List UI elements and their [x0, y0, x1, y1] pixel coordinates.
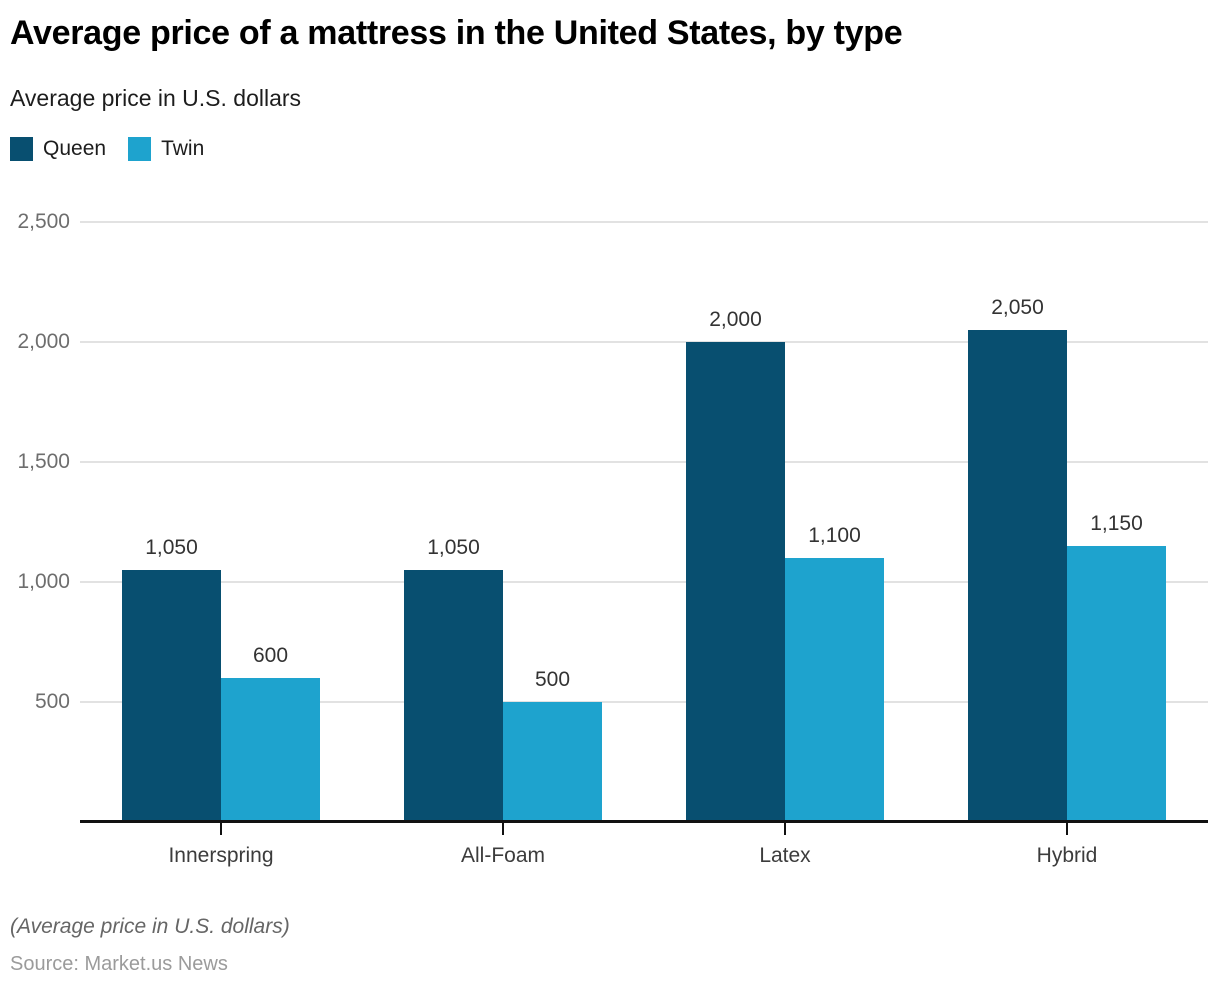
bar-queen-hybrid — [968, 330, 1067, 822]
x-axis-label: All-Foam — [460, 844, 545, 867]
x-axis-tick — [784, 823, 786, 835]
bar-queen-all-foam — [404, 570, 503, 822]
x-axis-label: Latex — [759, 844, 811, 867]
legend-swatch-queen — [10, 137, 33, 161]
y-axis-label: 500 — [34, 690, 70, 713]
gridline — [80, 701, 1208, 703]
bar-queen-innerspring — [122, 570, 221, 822]
x-axis-tick — [220, 823, 222, 835]
y-axis-label: 2,000 — [17, 330, 70, 353]
bar-value-label: 500 — [534, 668, 571, 691]
y-axis-label: 1,000 — [17, 570, 70, 593]
bar-value-label: 1,150 — [1090, 512, 1143, 535]
y-axis-label: 1,500 — [17, 450, 70, 473]
gridline — [80, 221, 1208, 223]
y-axis-label: 2,500 — [17, 210, 70, 233]
gridline — [80, 581, 1208, 583]
chart-subtitle: Average price in U.S. dollars — [10, 85, 302, 111]
bar-twin-latex — [785, 558, 884, 822]
bar-value-label: 2,050 — [991, 296, 1044, 319]
bar-value-label: 1,050 — [427, 536, 480, 559]
legend-swatch-twin — [128, 137, 152, 161]
legend-label-twin: Twin — [161, 137, 205, 160]
x-axis-label: Innerspring — [168, 844, 274, 867]
bar-twin-all-foam — [503, 702, 602, 822]
bar-value-label: 1,100 — [808, 524, 861, 547]
bar-twin-innerspring — [221, 678, 320, 822]
legend-label-queen: Queen — [43, 137, 107, 160]
source-line: Source: Market.us News — [10, 953, 228, 975]
x-axis-tick — [502, 823, 504, 835]
x-axis-line — [80, 820, 1208, 823]
bar-value-label: 1,050 — [145, 536, 198, 559]
chart-title: Average price of a mattress in the Unite… — [10, 14, 903, 52]
bar-queen-latex — [686, 342, 785, 822]
bar-value-label: 2,000 — [709, 308, 762, 331]
gridline — [80, 461, 1208, 463]
bar-twin-hybrid — [1067, 546, 1166, 822]
x-axis-label: Hybrid — [1036, 844, 1098, 867]
bar-value-label: 600 — [252, 644, 289, 667]
legend-item-queen: Queen — [10, 137, 106, 161]
gridline — [80, 341, 1208, 343]
legend-item-twin: Twin — [128, 137, 204, 161]
x-axis-tick — [1066, 823, 1068, 835]
legend: Queen Twin — [10, 137, 204, 161]
footnote: (Average price in U.S. dollars) — [10, 915, 290, 938]
